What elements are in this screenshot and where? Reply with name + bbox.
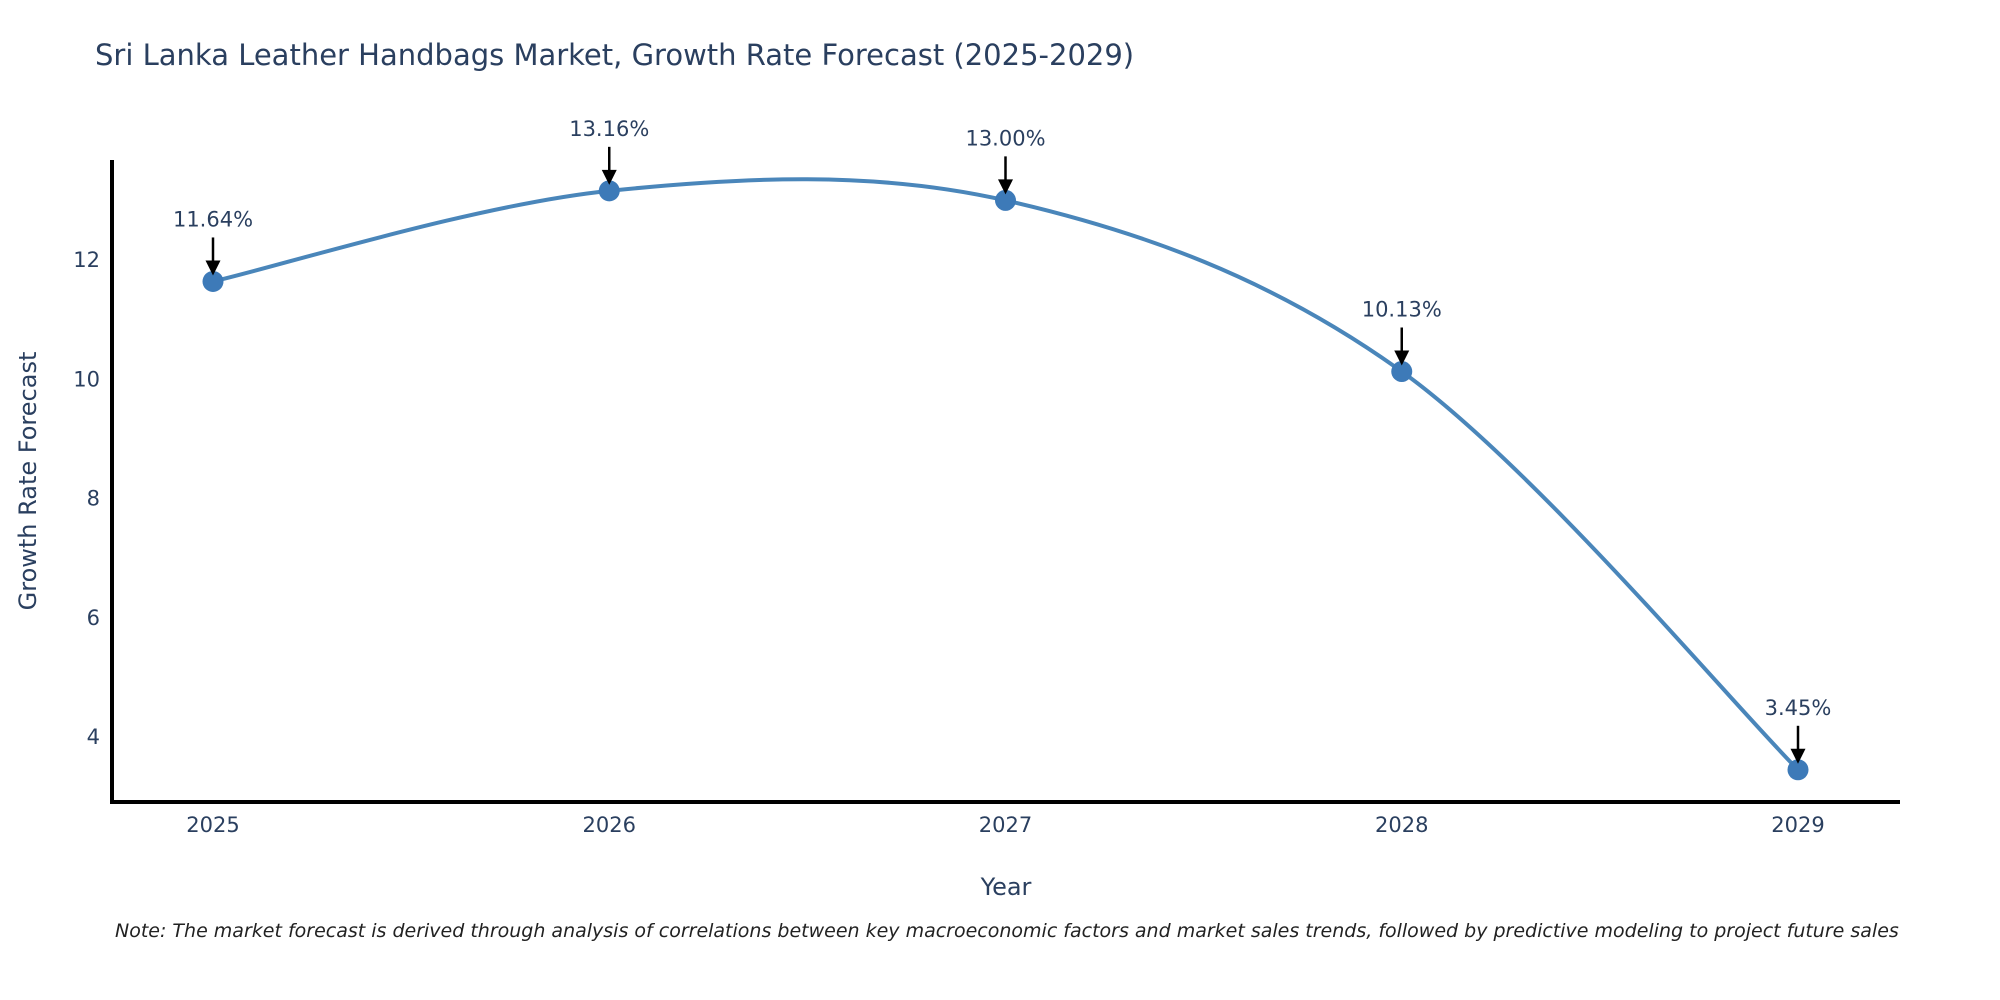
y-tick-label: 12 bbox=[73, 248, 100, 272]
forecast-line bbox=[212, 177, 1800, 772]
point-value-label: 3.45% bbox=[1765, 696, 1832, 720]
y-tick-label: 4 bbox=[87, 725, 100, 749]
x-axis-title: Year bbox=[980, 873, 1032, 901]
y-tick-label: 10 bbox=[73, 367, 100, 391]
data-point-marker bbox=[202, 270, 224, 292]
x-tick-label: 2028 bbox=[1375, 813, 1428, 837]
y-axis-title: Growth Rate Forecast bbox=[14, 351, 42, 611]
data-point-marker bbox=[1391, 360, 1413, 382]
annotation-arrow-head bbox=[205, 260, 221, 276]
annotation-arrow-head bbox=[1790, 748, 1806, 764]
x-tick-label: 2027 bbox=[979, 813, 1032, 837]
data-point-marker bbox=[995, 189, 1016, 211]
x-tick-label: 2025 bbox=[186, 813, 239, 837]
data-point-marker bbox=[598, 180, 620, 202]
annotation-arrow-head bbox=[1394, 350, 1410, 366]
point-value-label: 11.64% bbox=[173, 207, 253, 231]
footnote: Note: The market forecast is derived thr… bbox=[115, 920, 1899, 942]
chart-title: Sri Lanka Leather Handbags Market, Growt… bbox=[95, 38, 1135, 72]
axis-lines bbox=[110, 160, 1900, 804]
point-value-label: 13.00% bbox=[965, 126, 1045, 150]
point-value-label: 10.13% bbox=[1362, 297, 1442, 321]
y-tick-label: 8 bbox=[87, 487, 100, 511]
x-tick-label: 2029 bbox=[1771, 813, 1824, 837]
data-point-marker bbox=[1787, 759, 1809, 781]
point-value-label: 13.16% bbox=[569, 117, 649, 141]
x-tick-label: 2026 bbox=[583, 813, 636, 837]
y-tick-label: 6 bbox=[87, 606, 100, 630]
annotation-arrow-head bbox=[601, 169, 617, 185]
annotation-arrow-head bbox=[998, 179, 1013, 195]
